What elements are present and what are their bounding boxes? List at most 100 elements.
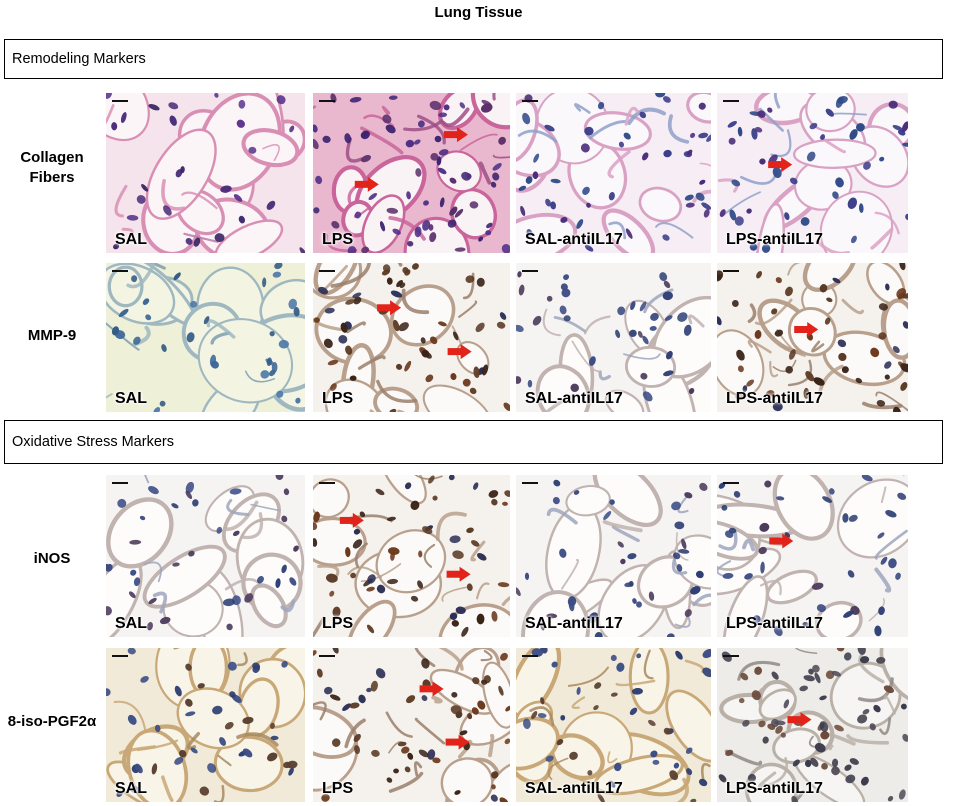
cell-nucleus — [345, 547, 351, 558]
septal-strand — [737, 660, 781, 681]
alveolar-space — [758, 688, 797, 721]
cell-nucleus — [518, 185, 527, 191]
red-arrow-icon — [447, 344, 472, 360]
cell-nucleus — [428, 475, 435, 484]
septal-strand — [488, 733, 495, 758]
cell-nucleus — [688, 388, 695, 395]
cell-nucleus — [655, 93, 666, 98]
septal-strand — [121, 227, 134, 235]
panel-label: LPS — [322, 780, 354, 797]
cell-nucleus — [461, 626, 469, 637]
septal-strand — [692, 593, 711, 607]
cell-nucleus — [666, 633, 675, 637]
cell-nucleus — [546, 613, 558, 619]
septal-strand — [416, 114, 446, 145]
cell-nucleus — [466, 173, 472, 179]
cell-nucleus — [831, 670, 842, 677]
cell-nucleus — [482, 364, 489, 376]
septal-strand — [357, 355, 386, 370]
cell-nucleus — [477, 700, 486, 710]
cell-nucleus — [323, 338, 333, 349]
cell-nucleus — [703, 209, 710, 218]
cell-nucleus — [878, 606, 885, 616]
scale-bar — [723, 100, 739, 102]
cell-nucleus — [525, 176, 533, 184]
cell-nucleus — [728, 137, 736, 145]
cell-nucleus — [686, 768, 693, 776]
septal-strand — [478, 161, 492, 185]
cell-nucleus — [630, 301, 636, 311]
row-label-line: Fibers — [29, 169, 75, 186]
cell-nucleus — [432, 757, 441, 764]
cell-nucleus — [141, 184, 149, 192]
cell-nucleus — [398, 322, 409, 332]
tissue-texture — [106, 263, 305, 412]
cell-nucleus — [185, 698, 193, 707]
alveolar-space — [686, 93, 711, 124]
cell-nucleus — [831, 758, 839, 768]
cell-nucleus — [671, 501, 681, 511]
micrograph-panel: LPS — [313, 263, 510, 412]
cell-nucleus — [885, 283, 890, 291]
septal-strand — [874, 211, 900, 235]
cell-nucleus — [212, 705, 223, 715]
micrograph-panel: LPS — [313, 93, 510, 253]
cell-nucleus — [805, 371, 815, 382]
alveolar-space — [422, 384, 494, 412]
cell-nucleus — [733, 490, 741, 498]
cell-nucleus — [429, 100, 442, 111]
septal-strand — [480, 649, 493, 662]
cell-nucleus — [405, 139, 415, 148]
cell-nucleus — [900, 703, 907, 710]
cell-nucleus — [582, 186, 590, 195]
cell-nucleus — [835, 177, 844, 188]
septal-strand — [817, 364, 844, 395]
septal-strand — [769, 360, 779, 378]
scale-bar — [522, 100, 538, 102]
cell-nucleus — [545, 198, 551, 207]
cell-nucleus — [803, 387, 810, 399]
cell-nucleus — [117, 498, 127, 508]
panel-label: SAL — [115, 390, 147, 407]
cell-nucleus — [663, 96, 671, 103]
cell-nucleus — [406, 191, 411, 200]
scale-bar — [112, 270, 128, 272]
septal-strand — [567, 666, 609, 687]
cell-nucleus — [539, 619, 545, 631]
cell-nucleus — [568, 599, 575, 612]
red-arrow-icon — [419, 681, 444, 697]
cell-nucleus — [413, 139, 421, 145]
cell-nucleus — [499, 312, 507, 320]
cell-nucleus — [684, 492, 693, 499]
cell-nucleus — [324, 307, 335, 314]
tissue-texture — [717, 93, 908, 253]
cell-nucleus — [193, 237, 201, 247]
cell-nucleus — [439, 197, 445, 208]
cell-nucleus — [345, 299, 355, 305]
cell-nucleus — [665, 350, 673, 360]
cell-nucleus — [414, 226, 422, 238]
cell-nucleus — [851, 235, 857, 244]
cell-nucleus — [758, 546, 767, 555]
cell-nucleus — [366, 624, 375, 634]
panel-label: LPS — [322, 615, 354, 632]
cell-nucleus — [870, 347, 880, 358]
cell-nucleus — [766, 390, 775, 397]
cell-nucleus — [505, 705, 510, 712]
cell-nucleus — [531, 648, 544, 657]
cell-nucleus — [490, 794, 498, 802]
panel-label: SAL — [115, 615, 147, 632]
cell-nucleus — [811, 582, 824, 590]
cell-nucleus — [449, 535, 461, 544]
cell-nucleus — [822, 496, 833, 503]
cell-nucleus — [106, 688, 111, 697]
scale-bar — [723, 482, 739, 484]
cell-nucleus — [683, 324, 692, 336]
cell-nucleus — [594, 682, 602, 689]
cell-nucleus — [526, 229, 533, 237]
cell-nucleus — [879, 156, 885, 162]
cell-nucleus — [608, 191, 615, 201]
cell-nucleus — [386, 777, 393, 783]
septal-strand — [224, 578, 263, 591]
cell-nucleus — [430, 152, 439, 161]
